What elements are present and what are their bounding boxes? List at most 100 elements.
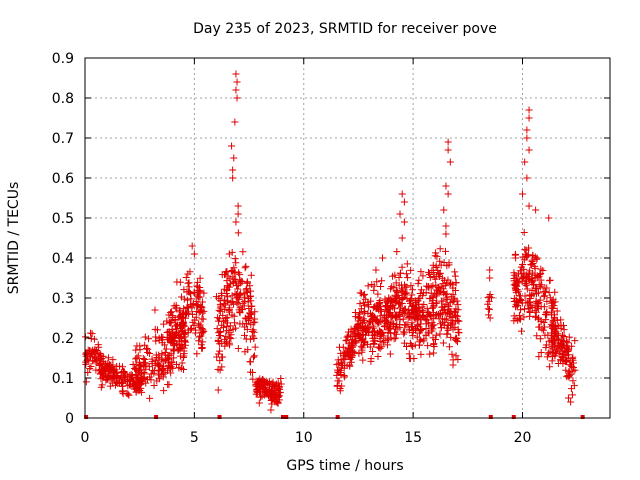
data-point-spike bbox=[444, 138, 452, 146]
data-point bbox=[533, 332, 541, 340]
data-point bbox=[534, 305, 542, 313]
data-point-spike bbox=[398, 190, 406, 198]
data-point bbox=[406, 313, 414, 321]
data-point bbox=[247, 302, 255, 310]
data-point bbox=[98, 366, 106, 374]
data-point bbox=[184, 329, 192, 337]
data-point bbox=[198, 344, 206, 352]
data-point bbox=[164, 355, 172, 363]
data-point bbox=[408, 319, 416, 327]
data-point bbox=[437, 324, 445, 332]
data-point bbox=[366, 309, 374, 317]
data-point bbox=[420, 337, 428, 345]
data-point bbox=[252, 390, 260, 398]
data-point bbox=[196, 283, 204, 291]
data-point bbox=[445, 343, 453, 351]
data-point bbox=[364, 325, 372, 333]
data-point bbox=[560, 326, 568, 334]
data-point bbox=[240, 297, 248, 305]
data-point bbox=[231, 255, 239, 263]
data-point bbox=[223, 297, 231, 305]
y-tick-label: 0.4 bbox=[52, 251, 74, 267]
data-point-spike bbox=[396, 210, 404, 218]
data-point bbox=[226, 322, 234, 330]
data-point bbox=[362, 331, 370, 339]
data-point bbox=[512, 301, 520, 309]
data-point bbox=[247, 271, 255, 279]
data-point bbox=[341, 348, 349, 356]
data-point bbox=[221, 301, 229, 309]
data-point bbox=[558, 331, 566, 339]
data-point bbox=[216, 357, 224, 365]
data-point bbox=[451, 286, 459, 294]
data-point bbox=[148, 358, 156, 366]
data-point bbox=[558, 350, 566, 358]
data-point bbox=[232, 277, 240, 285]
data-point bbox=[101, 367, 109, 375]
data-point bbox=[183, 310, 191, 318]
data-point bbox=[553, 335, 561, 343]
data-point bbox=[150, 369, 158, 377]
data-point bbox=[197, 332, 205, 340]
grid-lines bbox=[85, 58, 610, 418]
data-point bbox=[267, 389, 275, 397]
data-point bbox=[395, 300, 403, 308]
data-point bbox=[360, 291, 368, 299]
data-point bbox=[216, 297, 224, 305]
data-point bbox=[373, 304, 381, 312]
data-point bbox=[442, 247, 449, 255]
data-point bbox=[134, 374, 142, 382]
data-point bbox=[144, 348, 152, 356]
data-point bbox=[136, 362, 144, 370]
data-point bbox=[195, 320, 203, 328]
data-point bbox=[124, 390, 132, 398]
data-point bbox=[363, 328, 371, 336]
data-point bbox=[120, 368, 128, 376]
data-point bbox=[426, 294, 434, 302]
data-point bbox=[555, 336, 563, 344]
data-point bbox=[443, 296, 451, 304]
data-point bbox=[337, 371, 345, 379]
data-point bbox=[548, 297, 556, 305]
data-point bbox=[371, 303, 379, 311]
data-point bbox=[453, 334, 461, 342]
data-point bbox=[223, 339, 231, 347]
data-point bbox=[539, 326, 547, 334]
data-point bbox=[513, 286, 521, 294]
data-point bbox=[535, 353, 543, 361]
data-point-spike bbox=[440, 206, 448, 214]
data-point bbox=[217, 289, 225, 297]
data-point bbox=[251, 308, 259, 316]
data-point bbox=[199, 315, 207, 323]
data-point bbox=[551, 352, 559, 360]
data-point bbox=[160, 320, 168, 328]
data-point bbox=[559, 360, 567, 368]
data-point bbox=[395, 281, 403, 289]
x-tick-label: 15 bbox=[404, 430, 422, 446]
data-point bbox=[416, 307, 424, 315]
data-point bbox=[375, 299, 383, 307]
data-points bbox=[81, 70, 579, 414]
data-point bbox=[426, 350, 434, 358]
data-point bbox=[417, 350, 425, 358]
data-point bbox=[455, 329, 463, 337]
data-point bbox=[549, 337, 557, 345]
data-point bbox=[193, 350, 201, 358]
data-point bbox=[185, 288, 193, 296]
data-point bbox=[386, 324, 394, 332]
data-point bbox=[532, 285, 540, 293]
data-point bbox=[356, 300, 364, 308]
data-point bbox=[141, 356, 149, 364]
data-point bbox=[400, 339, 408, 347]
data-point bbox=[486, 314, 494, 322]
data-point bbox=[378, 328, 386, 336]
data-point bbox=[360, 308, 368, 316]
data-point bbox=[234, 300, 242, 308]
data-point bbox=[159, 357, 167, 365]
data-point bbox=[242, 262, 250, 270]
data-point bbox=[390, 335, 398, 343]
data-point bbox=[184, 296, 192, 304]
data-point bbox=[366, 343, 374, 351]
data-point bbox=[349, 347, 357, 355]
data-point bbox=[274, 399, 282, 407]
